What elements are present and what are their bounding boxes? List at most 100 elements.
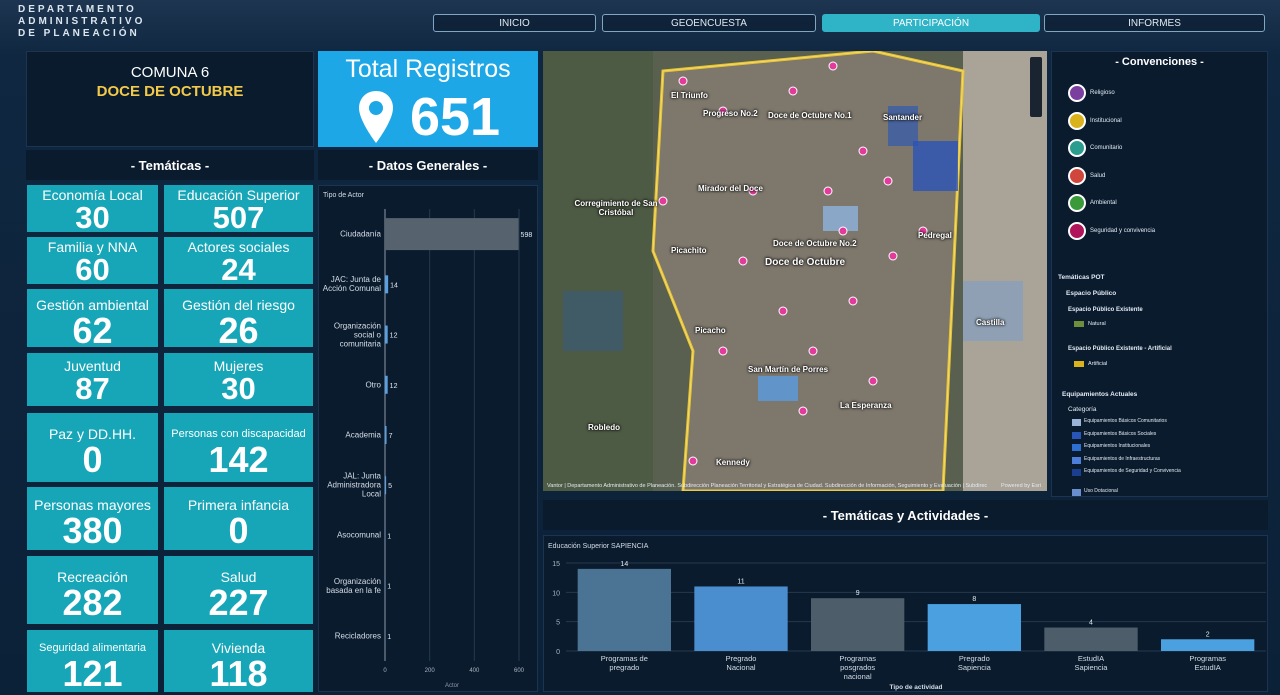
- y-tick-label: 0: [556, 649, 560, 656]
- map-base: [543, 51, 1047, 491]
- bar: [927, 604, 1021, 651]
- tile-label: Personas con discapacidad: [171, 428, 306, 440]
- tile[interactable]: Gestión ambiental 62: [27, 289, 158, 347]
- map-label: San Martín de Porres: [748, 365, 829, 374]
- tile-value: 121: [62, 652, 123, 692]
- nav-button[interactable]: INICIO: [433, 14, 596, 32]
- map-pin: [858, 146, 868, 156]
- value-label: 1: [387, 584, 391, 591]
- bar: [385, 218, 519, 251]
- tile-label: Recreación: [57, 568, 128, 585]
- tile-label: Primera infancia: [187, 497, 290, 513]
- comuna-name: DOCE DE OCTUBRE: [96, 83, 244, 100]
- bar: [385, 426, 387, 444]
- tile-value: 24: [221, 252, 256, 284]
- y-tick-label: Organización social o comunitaria: [333, 321, 381, 349]
- swatch: [1072, 456, 1081, 464]
- tile-label: Economía Local: [42, 187, 143, 203]
- map-attribution: Vantor | Departamento Administrativo de …: [547, 483, 987, 489]
- tile[interactable]: Juventud 87: [27, 353, 158, 406]
- y-tick-label: JAL: Junta Administradora Local: [327, 471, 381, 499]
- tile[interactable]: Vivienda 118: [164, 630, 313, 692]
- tile-value: 507: [212, 200, 265, 232]
- chart-title: Educación Superior SAPIENCIA: [548, 543, 649, 550]
- logo: DEPARTAMENTO ADMINISTRATIVO DE PLANEACIÓN: [18, 4, 145, 40]
- tile[interactable]: Seguridad alimentaria 121: [27, 630, 158, 692]
- tile[interactable]: Actores sociales 24: [164, 237, 313, 284]
- legend-label: Salud: [1090, 172, 1106, 179]
- bar: [385, 476, 387, 495]
- value-label: 7: [389, 433, 393, 440]
- map-pin: [718, 346, 728, 356]
- tile[interactable]: Salud 227: [164, 556, 313, 624]
- equip-label: Uso Dotacional: [1084, 488, 1118, 494]
- comuna-title: COMUNA 6: [130, 64, 210, 81]
- convenciones-title: - Convenciones -: [1052, 52, 1267, 72]
- tile-value: 380: [62, 510, 123, 550]
- map-label: La Esperanza: [840, 401, 892, 410]
- tile[interactable]: Personas con discapacidad 142: [164, 413, 313, 482]
- equip-label: Equipamientos Básicos Comunitarios: [1084, 418, 1167, 424]
- tile[interactable]: Personas mayores 380: [27, 487, 158, 550]
- tile[interactable]: Educación Superior 507: [164, 185, 313, 232]
- legend-icon: [1068, 139, 1086, 157]
- map-label: Doce de Octubre: [765, 257, 846, 268]
- legend-icon: [1068, 221, 1086, 240]
- x-tick-label: EstudIA Sapiencia: [1074, 654, 1108, 672]
- tile-label: Personas mayores: [34, 497, 151, 513]
- y-tick-label: 15: [552, 561, 560, 568]
- map-pin: [883, 176, 893, 186]
- map-pin: [748, 186, 758, 196]
- total-label: Total Registros: [345, 55, 511, 83]
- artificial: Artificial: [1088, 361, 1108, 367]
- tile[interactable]: Gestión del riesgo 26: [164, 289, 313, 347]
- x-tick-label: 600: [514, 668, 525, 674]
- legend-label: Seguridad y convivencia: [1090, 227, 1156, 234]
- map-pin: [778, 306, 788, 316]
- x-tick-label: 200: [425, 668, 436, 674]
- nav-button[interactable]: INFORMES: [1044, 14, 1265, 32]
- value-label: 12: [390, 383, 398, 390]
- map-label: Castilla: [976, 318, 1005, 327]
- tile-value: 60: [75, 252, 110, 284]
- tile[interactable]: Economía Local 30: [27, 185, 158, 232]
- tile[interactable]: Primera infancia 0: [164, 487, 313, 550]
- tile-value: 118: [209, 652, 268, 692]
- bar: [1044, 627, 1138, 651]
- swatch: [1072, 469, 1081, 476]
- x-tick-label: Programas EstudIA: [1189, 654, 1226, 672]
- value-label: 14: [620, 561, 628, 568]
- tile[interactable]: Recreación 282: [27, 556, 158, 624]
- value-label: 12: [390, 333, 398, 340]
- tile[interactable]: Mujeres 30: [164, 353, 313, 406]
- bar: [1161, 639, 1255, 651]
- activity-chart: Educación Superior SAPIENCIA 0 5 10 15 14 11 9 8…: [548, 543, 1266, 691]
- map-label: Picacho: [695, 326, 726, 335]
- tile-value: 0: [82, 439, 103, 480]
- map-pin: [798, 406, 808, 416]
- value-label: 11: [737, 578, 744, 585]
- tile-label: Seguridad alimentaria: [38, 641, 146, 654]
- swatch: [1072, 489, 1081, 496]
- convenciones: - Convenciones - Religioso Institucional C…: [1051, 51, 1268, 497]
- value-label: 9: [856, 590, 860, 597]
- equip-label: Equipamientos de Seguridad y Convivencia: [1084, 468, 1181, 474]
- tile[interactable]: Paz y DD.HH. 0: [27, 413, 158, 482]
- nav-button[interactable]: GEOENCUESTA: [602, 14, 816, 32]
- x-tick-label: 400: [469, 668, 480, 674]
- value-label: 2: [1206, 631, 1210, 638]
- map-pin: [718, 106, 728, 116]
- y-tick-label: 5: [556, 620, 560, 627]
- existente: Espacio Público Existente: [1068, 307, 1143, 313]
- legend-label: Institucional: [1090, 117, 1122, 124]
- x-tick-label: Pregrado Sapiencia: [957, 654, 991, 672]
- x-tick-label: Pregrado Nacional: [725, 654, 757, 672]
- tile[interactable]: Familia y NNA 60: [27, 237, 158, 284]
- equip-title: Equipamientos Actuales: [1062, 391, 1138, 398]
- nav-button[interactable]: PARTICIPACIÓN: [822, 14, 1040, 32]
- y-tick-label: 10: [552, 590, 560, 597]
- map: El Triunfo Progreso No.2 Doce de Octubre N…: [543, 51, 1047, 491]
- map-label: Progreso No.2: [703, 109, 758, 118]
- tile-value: 142: [208, 439, 269, 480]
- axis-label: Actor: [445, 683, 459, 689]
